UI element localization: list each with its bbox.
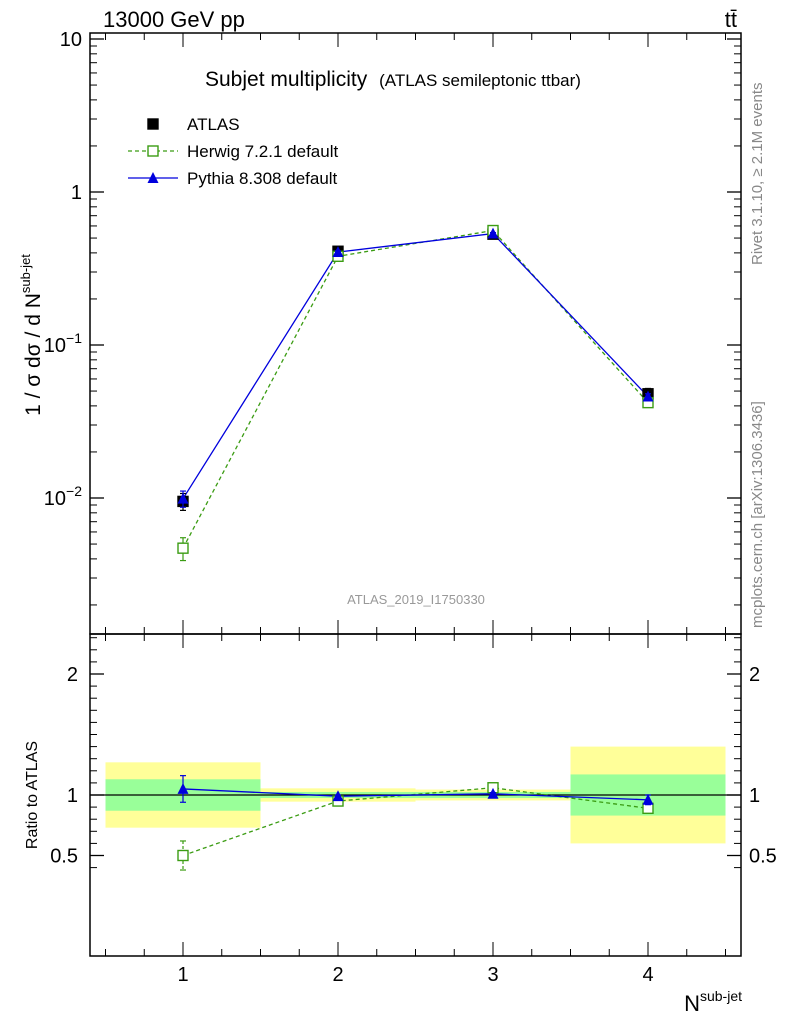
main-series-lines (182, 229, 649, 549)
ratio-y-tick-label-left: 0.5 (50, 846, 78, 868)
ratio-pythia-point (642, 793, 654, 805)
pythia-point (642, 390, 654, 402)
x-tick-label: 2 (332, 964, 343, 986)
ratio-herwig-point (177, 849, 189, 862)
ratio-series-lines (182, 787, 649, 857)
x-axis-label: Nsub-jet (684, 988, 742, 1016)
chart-title-main: Subjet multiplicity (205, 68, 368, 91)
mcplots-side-label: mcplots.cern.ch [arXiv:1306.3436] (749, 401, 766, 628)
legend-pythia-marker (147, 172, 159, 183)
main-data-marks (177, 224, 654, 562)
rivet-side-label: Rivet 3.1.10, ≥ 2.1M events (749, 83, 766, 266)
ratio-y-tick-label-right: 2 (749, 664, 760, 686)
ratio-panel-ticks: 0.5 0.5 1 1 2 2 1 2 3 4 (50, 634, 777, 986)
ratio-data-marks (177, 775, 654, 871)
ratio-panel-frame (89, 633, 742, 957)
ratio-pythia-point (487, 787, 499, 799)
legend-atlas-marker (147, 118, 159, 130)
chart-title-sub: (ATLAS semileptonic ttbar) (379, 71, 581, 90)
pythia-point (177, 492, 189, 504)
ratio-y-tick-label-left: 2 (67, 664, 78, 686)
ratio-y-tick-label-right: 1 (749, 785, 760, 807)
ratio-y-tick-label-left: 1 (67, 785, 78, 807)
pythia-point (487, 227, 499, 239)
pythia-point (332, 246, 344, 258)
main-y-tick-label: 10−2 (44, 483, 82, 510)
legend-pythia-label: Pythia 8.308 default (187, 169, 338, 188)
main-y-tick-label: 10 (60, 29, 82, 51)
herwig-line (182, 229, 649, 549)
ratio-pythia-line (182, 788, 649, 801)
main-y-tick-label: 1 (71, 182, 82, 204)
legend: ATLAS Herwig 7.2.1 default Pythia 8.308 de… (128, 115, 338, 188)
ratio-pythia-point (332, 790, 344, 802)
x-tick-label: 3 (487, 964, 498, 986)
ratio-pythia-point (177, 783, 189, 794)
analysis-reference: ATLAS_2019_I1750330 (347, 592, 485, 607)
header-energy-label: 13000 GeV pp (103, 7, 245, 32)
main-y-axis-label: 1 / σ dσ / d Nsub-jet (18, 254, 45, 416)
pythia-line (182, 232, 649, 500)
chart-title: Subjet multiplicity (ATLAS semileptonic … (205, 68, 581, 91)
header-process-label: tt̄ (725, 7, 737, 32)
herwig-point (177, 542, 189, 554)
x-tick-label: 1 (177, 964, 188, 986)
main-panel-ticks: 10−2 10−1 1 10 (44, 29, 741, 634)
main-y-tick-label: 10−1 (44, 330, 82, 357)
x-tick-label: 4 (642, 964, 653, 986)
ratio-y-axis-label: Ratio to ATLAS (24, 741, 41, 849)
legend-atlas-label: ATLAS (187, 115, 240, 134)
legend-herwig-label: Herwig 7.2.1 default (187, 142, 338, 161)
legend-herwig-marker (147, 145, 159, 157)
ratio-y-tick-label-right: 0.5 (749, 846, 777, 868)
